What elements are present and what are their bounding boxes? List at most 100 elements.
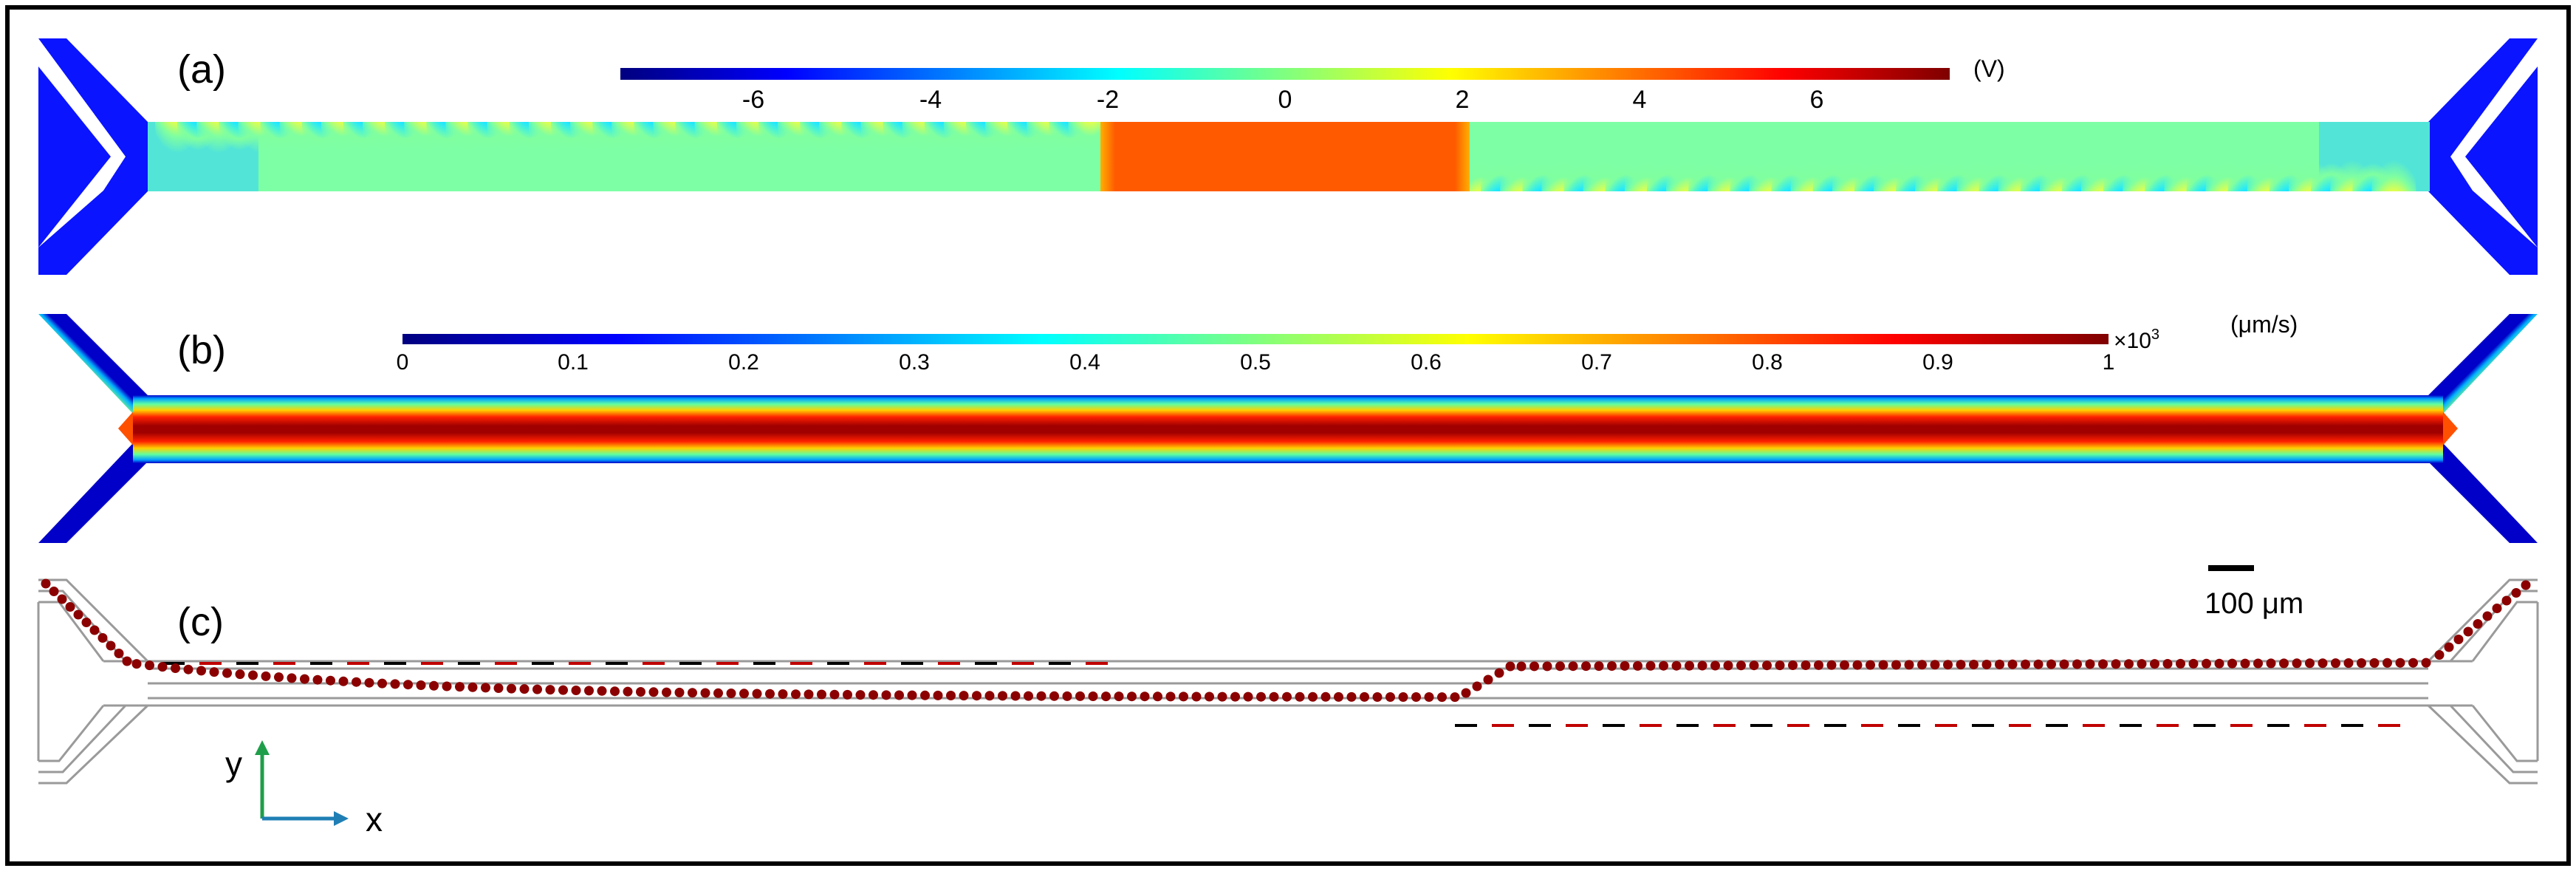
- particle-position: [49, 587, 59, 596]
- particle-position: [1010, 691, 1021, 701]
- panel-a-bottom-electrode-field: [1459, 140, 2416, 191]
- particle-position: [623, 686, 633, 697]
- particle-position: [2085, 659, 2095, 669]
- particle-position: [2501, 595, 2512, 606]
- panel-a-colorbar-tick-label: 6: [1810, 86, 1824, 114]
- particle-position: [739, 689, 749, 699]
- particle-position: [1450, 692, 1460, 703]
- particle-position: [1140, 691, 1150, 702]
- particle-position: [429, 680, 439, 691]
- particle-position: [2279, 658, 2289, 669]
- particle-position: [364, 677, 374, 688]
- particle-position: [1878, 660, 1888, 670]
- panel-b-label: (b): [177, 328, 226, 372]
- particle-position: [2383, 657, 2392, 668]
- particle-position: [1723, 660, 1733, 671]
- particle-position: [571, 686, 581, 695]
- particle-position: [713, 688, 723, 698]
- particle-position: [2214, 658, 2224, 669]
- panel-a-colorbar-tick-label: 2: [1456, 86, 1470, 114]
- particle-position: [1230, 691, 1240, 702]
- panel-a-colorbar-ticks: -6 -4 -2 0 2 4 6: [742, 86, 1824, 114]
- panel-a-label: (a): [177, 47, 226, 92]
- panel-c-particle-trajectory: [41, 578, 2531, 703]
- particle-position: [1165, 691, 1176, 702]
- particle-position: [312, 674, 323, 685]
- particle-position: [2046, 659, 2056, 669]
- particle-position: [1334, 691, 1343, 702]
- particle-position: [1801, 660, 1811, 670]
- particle-position: [390, 679, 400, 689]
- y-axis-label: y: [225, 745, 242, 783]
- panel-a-right-outlet-bottom: [2428, 157, 2538, 275]
- particle-position: [1024, 691, 1033, 701]
- particle-position: [455, 682, 465, 692]
- particle-position: [2188, 658, 2199, 669]
- particle-position: [1320, 691, 1331, 702]
- particle-position: [209, 667, 219, 677]
- particle-position: [2111, 659, 2121, 669]
- particle-position: [648, 687, 659, 697]
- particle-position: [584, 686, 594, 696]
- particle-position: [507, 683, 516, 694]
- particle-position: [1904, 660, 1914, 670]
- panel-b-colorbar-tick-label: 0.6: [1411, 350, 1442, 375]
- particle-position: [2033, 659, 2044, 669]
- particle-position: [2240, 658, 2250, 669]
- particle-position: [81, 618, 92, 627]
- particle-position: [1814, 660, 1823, 670]
- panel-c-axis-indicator: y x: [225, 740, 383, 838]
- particle-position: [131, 659, 142, 669]
- particle-position: [984, 691, 995, 701]
- particle-position: [287, 673, 297, 683]
- particle-position: [1852, 660, 1863, 670]
- particle-position: [817, 689, 826, 700]
- particle-position: [752, 689, 762, 699]
- particle-position: [183, 664, 193, 674]
- particle-position: [2482, 611, 2493, 621]
- particle-position: [1671, 660, 1682, 671]
- particle-position: [1114, 691, 1124, 702]
- particle-position: [519, 684, 530, 694]
- particle-position: [1530, 661, 1539, 672]
- panel-b-left-inlet-wedge: [38, 314, 118, 543]
- particle-position: [1243, 691, 1253, 702]
- particle-position: [998, 691, 1007, 701]
- particle-position: [1840, 660, 1849, 670]
- particle-position: [2162, 659, 2173, 669]
- particle-position: [171, 663, 180, 673]
- particle-position: [1036, 691, 1046, 701]
- panel-a-colorbar-tick-label: -2: [1097, 86, 1119, 114]
- particle-position: [1282, 691, 1292, 702]
- panel-b-colorbar-tick-label: 0.8: [1752, 350, 1783, 375]
- particle-position: [1385, 692, 1395, 702]
- particle-position: [636, 687, 645, 697]
- particle-position: [416, 680, 426, 690]
- particle-position: [765, 689, 775, 699]
- particle-position: [2253, 658, 2263, 669]
- particle-position: [2511, 588, 2521, 598]
- panel-b-colorbar-tick-label: 0.7: [1581, 350, 1612, 375]
- particle-position: [1411, 692, 1421, 702]
- panel-b-colorbar-multiplier: ×103: [2114, 327, 2159, 353]
- panel-b: 0 0.1 0.2 0.3 0.4 0.5 0.6 0.7 0.8 0.9 1 ×103 (μm/s…: [38, 311, 2538, 543]
- particle-position: [972, 691, 982, 701]
- particle-position: [2266, 658, 2276, 669]
- particle-position: [2318, 658, 2328, 669]
- particle-position: [2292, 658, 2302, 669]
- particle-position: [65, 602, 75, 612]
- particle-position: [2098, 659, 2108, 669]
- particle-position: [2492, 604, 2502, 613]
- panel-b-left-inlet-top: [38, 314, 148, 414]
- panel-b-left-inlet-bottom: [38, 443, 148, 543]
- particle-position: [2331, 658, 2340, 669]
- particle-position: [1398, 692, 1408, 702]
- particle-position: [1217, 691, 1227, 702]
- panel-b-channel: [133, 395, 2443, 463]
- particle-position: [403, 680, 413, 690]
- particle-position: [106, 641, 116, 651]
- particle-position: [1969, 660, 1979, 669]
- panel-a-left-inlet-bottom: [38, 157, 148, 275]
- particle-position: [1062, 691, 1072, 701]
